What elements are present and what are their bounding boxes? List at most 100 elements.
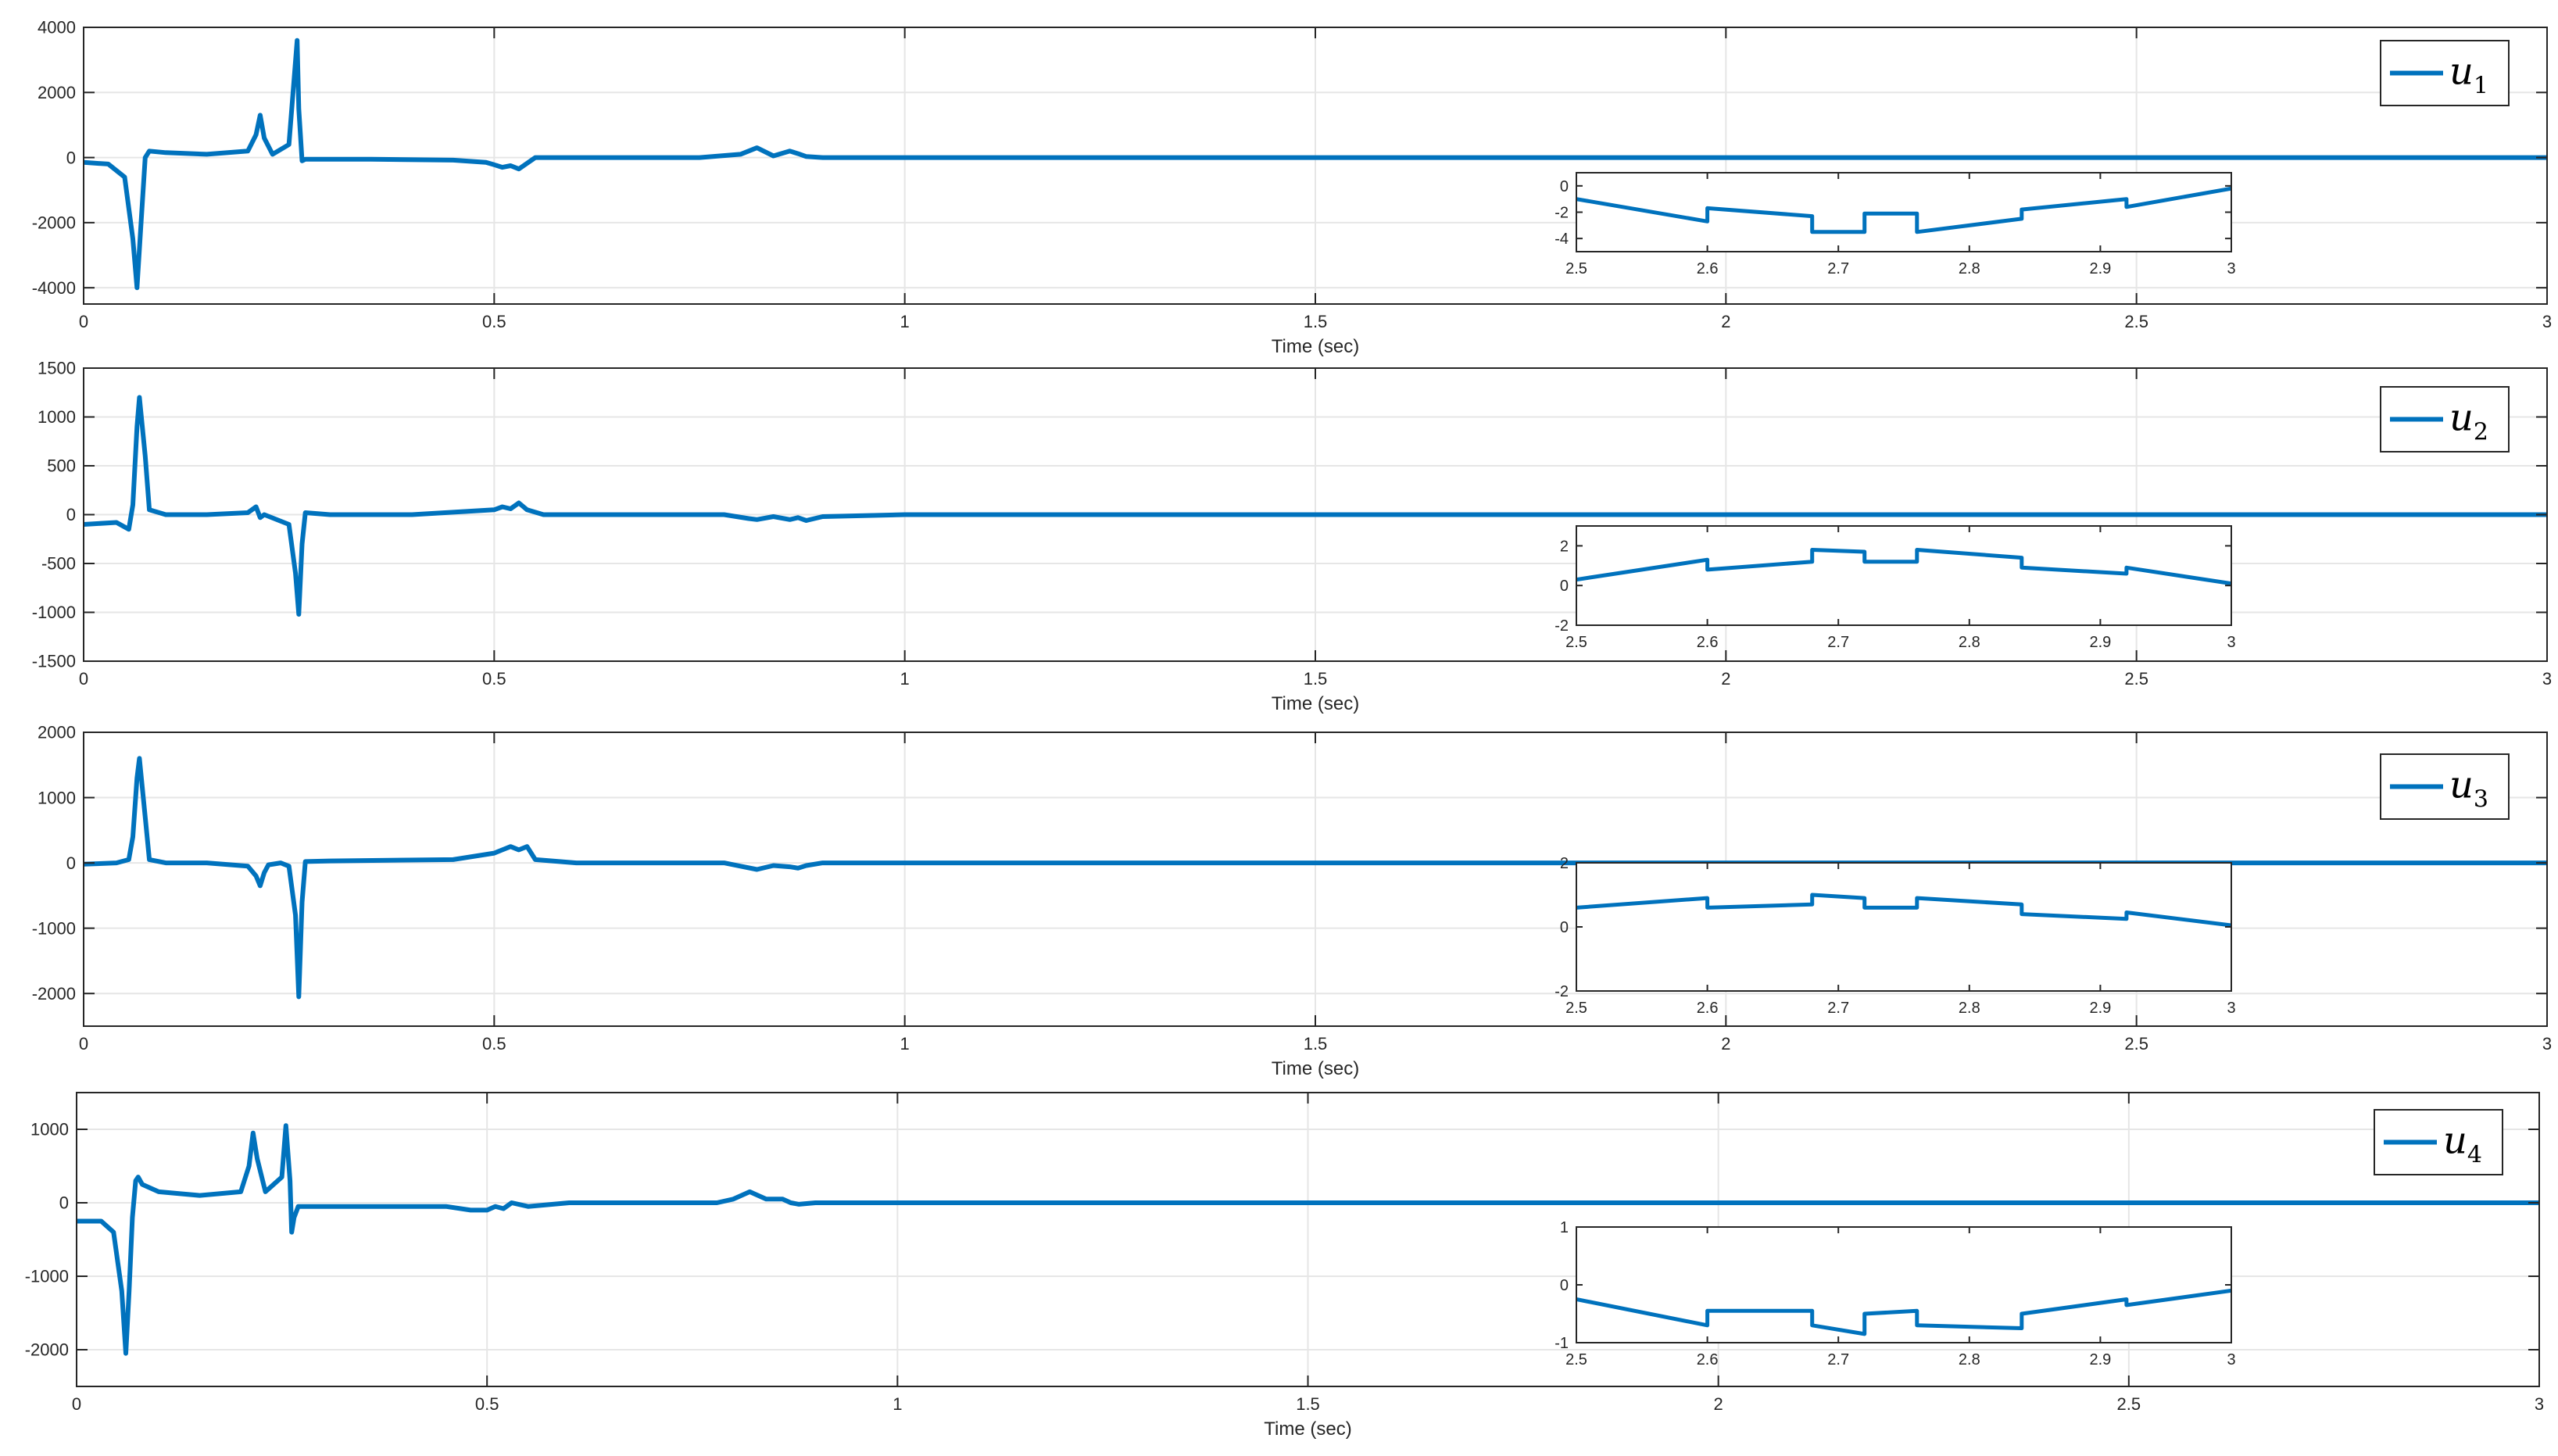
x-tick-label: 0.5 <box>482 669 506 689</box>
x-tick-label: 3 <box>2542 312 2552 331</box>
legend: u2 <box>2380 386 2510 453</box>
inset-x-tick-label: 2.9 <box>2089 634 2111 651</box>
inset-y-tick-label: 0 <box>1560 1277 1569 1294</box>
inset-y-tick-label: 2 <box>1560 855 1569 872</box>
inset-x-tick-label: 3 <box>2227 634 2235 651</box>
y-tick-label: 2000 <box>38 723 76 742</box>
subplot-1: 0 0.5 1 1.5 2 2.5 3 -4000 -2000 0 2000 4000 Time (se… <box>32 18 2552 357</box>
x-tick-label: 0.5 <box>482 1034 506 1054</box>
legend: u4 <box>2374 1109 2503 1175</box>
inset-x-tick-label: 2.9 <box>2089 1000 2111 1017</box>
inset-x-tick-label: 2.8 <box>1959 1351 1980 1368</box>
x-tick-label: 1 <box>900 312 910 331</box>
x-axis-label: Time (sec) <box>1272 693 1359 714</box>
legend-entry-subscript: 1 <box>2474 73 2488 100</box>
inset-x-tick-label: 3 <box>2227 1000 2235 1017</box>
y-tick-label: 0 <box>59 1193 69 1213</box>
inset-x-tick-label: 2.5 <box>1565 1351 1587 1368</box>
y-tick-label: -500 <box>41 554 76 574</box>
inset-plot-area <box>1576 526 2231 625</box>
x-tick-label: 1.5 <box>1304 312 1328 331</box>
x-tick-label: 2 <box>1721 1034 1730 1054</box>
x-tick-label: 2 <box>1721 669 1730 689</box>
y-tick-label: 1000 <box>38 407 76 427</box>
inset-zoom-3: 2.5 2.6 2.7 2.8 2.9 3 2 0 -2 <box>1554 855 2235 1017</box>
x-tick-label: 2.5 <box>2124 1034 2148 1054</box>
inset-y-tick-label: -1 <box>1554 1335 1569 1352</box>
legend: u3 <box>2380 753 2510 820</box>
inset-zoom-1: 2.5 2.6 2.7 2.8 2.9 3 0 -2 -4 <box>1554 172 2236 277</box>
inset-x-tick-label: 2.5 <box>1565 260 1587 277</box>
x-axis-label: Time (sec) <box>1264 1418 1351 1440</box>
y-tick-label: 0 <box>66 853 76 873</box>
y-tick-label: 2000 <box>38 83 76 102</box>
y-tick-label: -4000 <box>32 278 76 298</box>
inset-plot-area <box>1576 1227 2231 1343</box>
inset-x-tick-label: 2.6 <box>1697 260 1719 277</box>
inset-x-tick-label: 2.5 <box>1565 634 1587 651</box>
y-tick-label: -1500 <box>32 652 76 671</box>
y-tick-label: -2000 <box>32 984 76 1003</box>
legend-entry-subscript: 4 <box>2467 1142 2482 1169</box>
x-tick-label: 3 <box>2542 1034 2552 1054</box>
inset-axes-box <box>1576 525 2232 626</box>
inset-x-tick-label: 2.6 <box>1697 634 1719 651</box>
x-tick-label: 2 <box>1714 1394 1723 1414</box>
inset-y-tick-label: 0 <box>1560 919 1569 936</box>
y-tick-label: -1000 <box>25 1267 69 1286</box>
inset-zoom-4: 2.5 2.6 2.7 2.8 2.9 3 1 0 -1 <box>1554 1219 2235 1368</box>
y-tick-label: -2000 <box>25 1340 69 1360</box>
inset-x-tick-label: 2.6 <box>1697 1351 1719 1368</box>
inset-x-tick-label: 2.7 <box>1827 634 1849 651</box>
inset-series-line <box>1576 548 2231 586</box>
x-tick-label: 1 <box>900 669 910 689</box>
x-tick-label: 2.5 <box>2117 1394 2141 1414</box>
x-tick-label: 2.5 <box>2124 312 2148 331</box>
inset-x-tick-label: 2.5 <box>1565 1000 1587 1017</box>
inset-x-tick-label: 3 <box>2227 1351 2235 1368</box>
inset-y-tick-label: -2 <box>1554 983 1569 1000</box>
x-tick-label: 3 <box>2542 669 2552 689</box>
x-tick-label: 2.5 <box>2124 669 2148 689</box>
x-axis-label: Time (sec) <box>1272 1058 1359 1079</box>
inset-x-tick-label: 2.8 <box>1959 260 1980 277</box>
inset-y-tick-label: -4 <box>1554 231 1569 248</box>
subplot-2: 0 0.5 1 1.5 2 2.5 3 -1500 -1000 -500 0 500 1000 1500 T… <box>32 359 2552 714</box>
inset-x-tick-label: 2.8 <box>1959 1000 1980 1017</box>
inset-y-tick-label: 0 <box>1560 578 1569 595</box>
x-tick-label: 0.5 <box>475 1394 499 1414</box>
y-tick-label: -1000 <box>32 918 76 938</box>
x-tick-label: 0 <box>79 669 88 689</box>
inset-zoom-2: 2.5 2.6 2.7 2.8 2.9 3 2 0 -2 <box>1554 525 2236 651</box>
inset-y-tick-label: -2 <box>1554 617 1569 635</box>
x-tick-label: 0 <box>72 1394 81 1414</box>
series-line <box>84 38 2547 291</box>
inset-x-tick-label: 2.9 <box>2089 1351 2111 1368</box>
x-tick-label: 0 <box>79 1034 88 1054</box>
inset-y-tick-label: 2 <box>1560 538 1569 555</box>
inset-x-tick-label: 2.9 <box>2089 260 2111 277</box>
inset-y-tick-label: 0 <box>1560 178 1569 195</box>
series-line <box>84 756 2547 1000</box>
x-tick-label: 0.5 <box>482 312 506 331</box>
subplot-3: 0 0.5 1 1.5 2 2.5 3 -2000 -1000 0 1000 2000 Time (se… <box>32 723 2552 1079</box>
y-tick-label: 0 <box>66 505 76 524</box>
x-tick-label: 2 <box>1721 312 1730 331</box>
inset-x-tick-label: 2.8 <box>1959 634 1980 651</box>
legend-entry: u4 <box>2443 1119 2482 1169</box>
inset-series-line <box>1576 1288 2231 1336</box>
x-tick-label: 3 <box>2535 1394 2544 1414</box>
x-tick-label: 1.5 <box>1304 1034 1328 1054</box>
subplot-4: 0 0.5 1 1.5 2 2.5 3 -2000 -1000 0 1000 Time (sec) 2.… <box>25 1092 2544 1440</box>
inset-x-tick-label: 3 <box>2227 260 2235 277</box>
inset-y-tick-label: 1 <box>1560 1219 1569 1236</box>
x-axis-label: Time (sec) <box>1272 336 1359 357</box>
inset-series-line <box>1576 186 2231 234</box>
x-tick-label: 1 <box>893 1394 902 1414</box>
inset-x-tick-label: 2.7 <box>1827 1351 1849 1368</box>
inset-y-tick-label: -2 <box>1554 205 1569 222</box>
x-tick-label: 1 <box>900 1034 910 1054</box>
y-tick-label: -1000 <box>32 603 76 622</box>
y-tick-label: 4000 <box>38 18 76 38</box>
